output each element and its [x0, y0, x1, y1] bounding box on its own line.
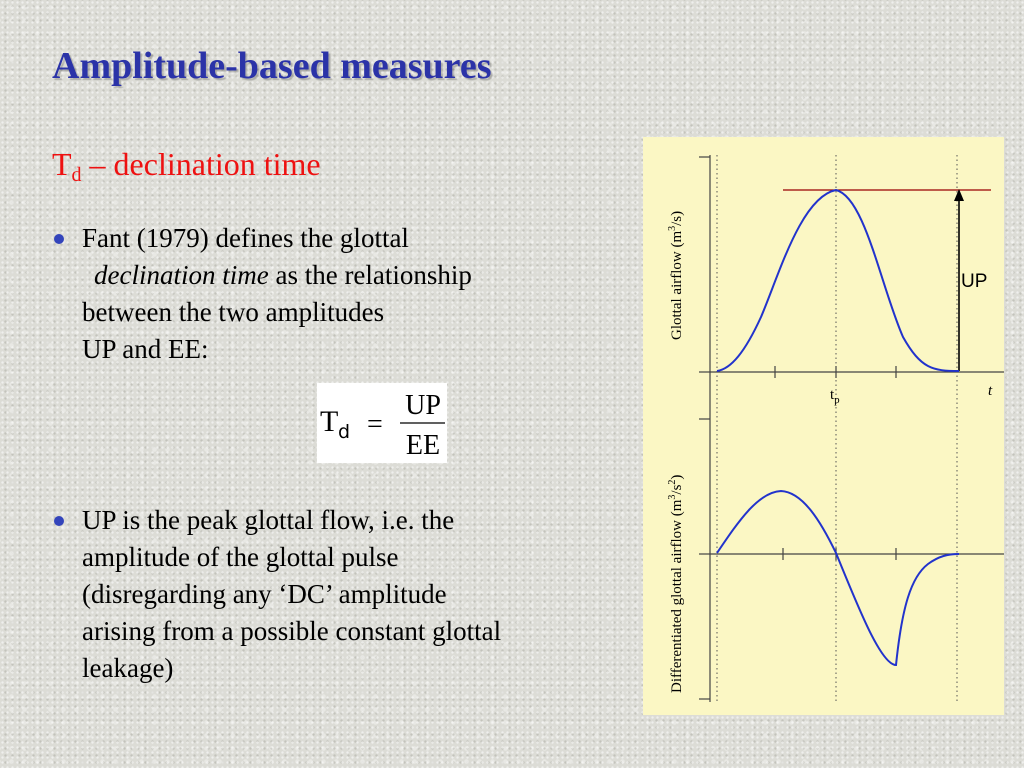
top-y-label-end: /s): [669, 211, 685, 226]
subtitle-subscript: d: [71, 164, 82, 186]
differentiated-flow-curve: [716, 489, 960, 667]
bottom-y-label-main: Differentiated glottal airflow (m: [669, 499, 685, 693]
bullet-2-line-2: amplitude of the glottal pulse: [82, 542, 399, 572]
bullet-1-line-2-rest: as the relationship: [268, 260, 472, 290]
formula-lhs-sub: d: [338, 421, 350, 443]
formula-box: T d = UP EE: [317, 383, 447, 463]
up-arrow-head-icon: [954, 189, 964, 201]
bottom-y-label-mid: /s: [669, 484, 685, 494]
bullet-2-line-3: (disregarding any ‘DC’ amplitude: [82, 579, 447, 609]
bullet-1-line-4: UP and EE:: [82, 334, 209, 364]
formula-numerator: UP: [405, 390, 441, 421]
bottom-y-label-sup2: 2: [667, 480, 678, 485]
bottom-y-axis-label: Differentiated glottal airflow (m3/s2): [667, 475, 685, 693]
subtitle-text: – declination time: [81, 146, 321, 182]
tp-label-main: t: [830, 387, 835, 403]
bullet-2: UP is the peak glottal flow, i.e. the am…: [52, 502, 642, 687]
formula-lhs: T: [320, 405, 338, 438]
subtitle-symbol: T: [52, 146, 72, 182]
bullet-dot-icon: [54, 516, 64, 526]
top-y-axis-label: Glottal airflow (m3/s): [667, 211, 685, 340]
bottom-y-label-sup1: 3: [667, 495, 678, 500]
up-label: UP: [961, 271, 987, 292]
top-x-ticks: [774, 366, 897, 378]
bullet-2-line-5: leakage): [82, 653, 174, 683]
figure-grid: [716, 155, 958, 702]
slide-subtitle: Td – declination time: [52, 146, 321, 187]
top-y-label-main: Glottal airflow (m: [669, 231, 685, 340]
bottom-y-label-end: ): [669, 475, 685, 480]
time-axis-label: t: [988, 383, 993, 399]
bullet-2-text: UP is the peak glottal flow, i.e. the am…: [82, 502, 642, 687]
bullet-dot-icon: [54, 234, 64, 244]
y-axis-ticks: [699, 156, 710, 700]
bullet-1: Fant (1979) defines the glottal declinat…: [52, 220, 642, 368]
tp-label-sub: p: [834, 394, 840, 406]
bullet-2-line-1: UP is the peak glottal flow, i.e. the: [82, 505, 455, 535]
figure-svg: UP tp t Glottal airflow (m3/s) Different…: [667, 155, 1004, 702]
bullet-1-emphasis: declination time: [94, 260, 269, 290]
formula-denominator: EE: [406, 430, 440, 461]
bullet-1-text: Fant (1979) defines the glottal declinat…: [82, 220, 642, 368]
glottal-flow-figure: UP tp t Glottal airflow (m3/s) Different…: [643, 137, 1004, 715]
tp-label: tp: [830, 387, 840, 406]
formula-equals: =: [367, 409, 383, 440]
glottal-flow-curve: [716, 188, 960, 372]
bullet-1-line-2: declination time as the relationship: [82, 257, 642, 294]
bullet-1-line-1: Fant (1979) defines the glottal: [82, 223, 409, 253]
formula-svg: T d = UP EE: [320, 390, 445, 461]
slide-title: Amplitude-based measures: [52, 45, 492, 87]
top-y-label-sup: 3: [667, 226, 678, 231]
bullet-1-line-3: between the two amplitudes: [82, 297, 385, 327]
bullet-2-line-4: arising from a possible constant glottal: [82, 616, 502, 646]
